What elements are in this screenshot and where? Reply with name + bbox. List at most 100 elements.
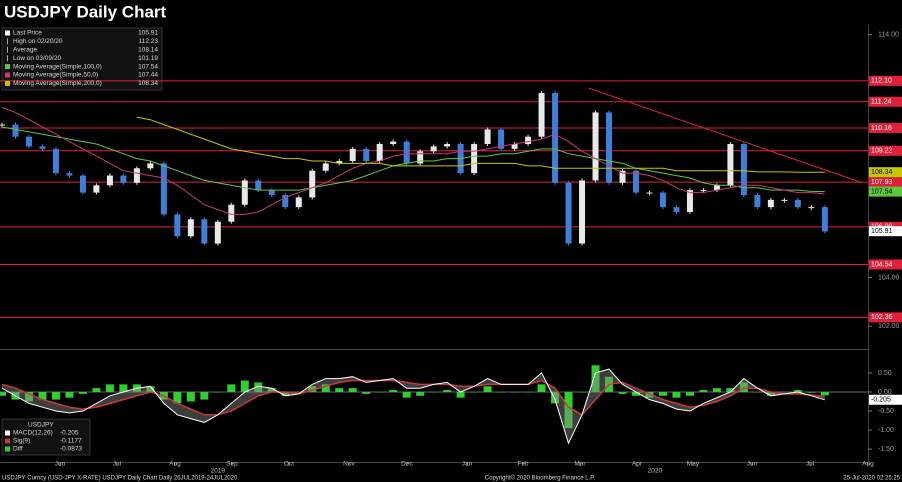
candle	[25, 136, 32, 147]
histogram-bar	[685, 391, 694, 396]
candle	[565, 182, 572, 244]
candle	[632, 170, 639, 193]
x-tick-label: Jun	[55, 461, 66, 468]
x-tick-label: Aug	[169, 461, 181, 468]
footer-right: 25-Jul-2020 02:25:25	[843, 476, 900, 482]
histogram-bar	[402, 391, 411, 398]
candle	[376, 144, 383, 161]
candle	[592, 112, 599, 181]
value-tag	[869, 122, 902, 133]
candle	[268, 190, 275, 195]
histogram-bar	[483, 386, 492, 392]
histogram-bar	[294, 391, 303, 393]
legend-label: MACD(12,26)	[13, 430, 53, 437]
candle	[713, 185, 720, 191]
candle	[322, 163, 329, 171]
candle	[525, 136, 532, 144]
histogram-bar	[267, 388, 276, 392]
histogram-bar	[658, 391, 667, 396]
value-tag-label: 104.54	[871, 261, 893, 268]
histogram-bar	[227, 384, 236, 392]
line	[1, 368, 825, 445]
histogram-bar	[551, 391, 560, 404]
candle	[133, 168, 140, 183]
candle	[295, 197, 302, 208]
histogram-bar	[578, 391, 587, 393]
candle	[363, 148, 370, 161]
histogram-bar	[753, 391, 762, 393]
candle	[241, 180, 248, 205]
value-tag-label: 107.93	[871, 179, 893, 186]
legend-label: Moving Average(Simple,50,0)	[13, 72, 98, 79]
histogram-bar	[591, 365, 600, 392]
value-tag-label: 111.24	[871, 99, 891, 106]
candle	[93, 185, 100, 193]
x-tick-label: Dec	[401, 461, 413, 468]
legend-swatch	[5, 430, 10, 436]
y-tick-label: -1.50	[878, 446, 894, 453]
histogram-bar	[429, 391, 438, 393]
y-tick-label: 102.00	[878, 323, 900, 330]
legend-label: Low on 03/09/20	[13, 55, 61, 62]
histogram-bar	[618, 391, 627, 394]
histogram-bar	[65, 391, 74, 398]
value-tag	[869, 312, 902, 323]
histogram-bar	[712, 388, 721, 392]
histogram-bar	[173, 391, 182, 404]
candle	[106, 175, 113, 186]
histogram-bar	[78, 391, 87, 394]
histogram-bar	[38, 391, 47, 400]
histogram-bar	[766, 391, 775, 396]
histogram-bar	[645, 391, 654, 398]
value-tag-label: 109.22	[871, 148, 893, 155]
line	[1, 107, 825, 215]
legend-label: Last Price	[13, 30, 42, 37]
legend-value: 105.91	[138, 30, 158, 37]
candle	[754, 195, 761, 208]
candle	[403, 141, 410, 164]
legend-swatch	[5, 446, 10, 452]
candle	[147, 163, 154, 169]
legend-box	[1, 27, 163, 91]
trendline	[588, 87, 863, 184]
legend-swatch	[5, 80, 10, 86]
value-tag-label: 102.36	[871, 314, 893, 321]
candle	[484, 129, 491, 144]
histogram-bar	[200, 391, 209, 400]
histogram-bar	[186, 391, 195, 402]
histogram-bar	[254, 382, 263, 392]
candle	[187, 219, 194, 237]
candle	[160, 163, 167, 215]
candle	[619, 170, 626, 183]
candle	[646, 192, 653, 194]
histogram-bar	[793, 390, 802, 392]
legend-value: 108.14	[138, 47, 158, 54]
value-tag-label: 108.34	[871, 169, 893, 176]
value-tag	[869, 145, 902, 156]
histogram-bar	[456, 391, 465, 398]
value-tag	[869, 186, 902, 197]
value-tag	[869, 167, 902, 178]
candle	[727, 144, 734, 186]
candle	[673, 207, 680, 212]
value-tag-label: 107.54	[871, 188, 893, 195]
histogram-bar	[524, 391, 533, 393]
x-tick-label: Nov	[343, 461, 355, 468]
value-tag	[869, 226, 902, 237]
candle	[309, 170, 316, 198]
value-tag-label: 110.16	[871, 125, 892, 132]
histogram-bar	[807, 391, 816, 393]
value-tag	[869, 177, 902, 188]
histogram-bar	[389, 390, 398, 392]
histogram-bar	[497, 391, 506, 393]
histogram-bar	[240, 380, 249, 392]
histogram-bar	[213, 391, 222, 393]
value-tag	[869, 394, 902, 405]
candle	[282, 195, 289, 208]
candle	[336, 161, 343, 164]
histogram-bar	[537, 384, 546, 392]
x-tick-label: Feb	[517, 461, 529, 468]
histogram-bar	[24, 391, 33, 402]
legend-value: 107.44	[138, 72, 158, 79]
legend-label: Average	[13, 47, 37, 54]
